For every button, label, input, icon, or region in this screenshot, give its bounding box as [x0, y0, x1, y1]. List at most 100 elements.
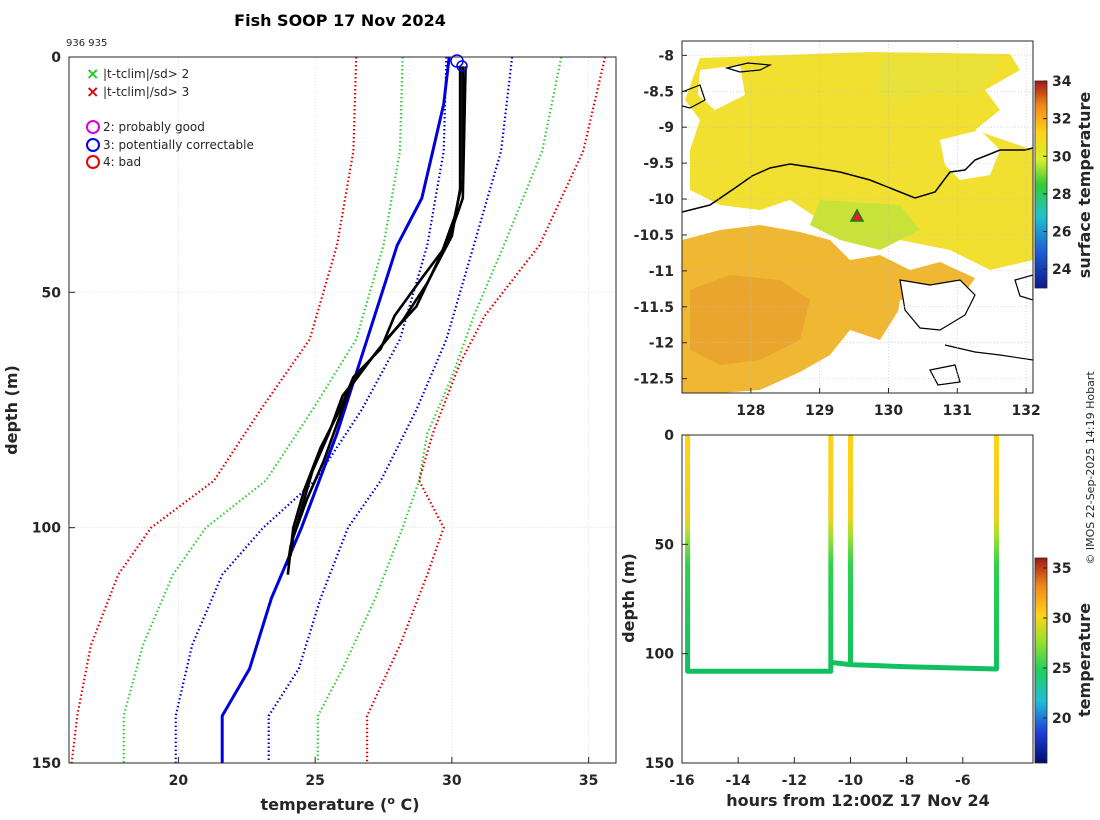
- coastline-island-1: [724, 62, 773, 73]
- timeseries-x-tick-label: -10: [838, 773, 864, 789]
- profile-y-tick-label: 100: [32, 521, 61, 537]
- profile-lines: [70, 57, 607, 763]
- sst-colorbar-tick-label: 28: [1052, 187, 1071, 203]
- legend-circle-blue: [86, 138, 100, 152]
- sst-patch-north: [685, 52, 1033, 270]
- timeseries-y-tick-label: 0: [664, 428, 674, 444]
- timeseries-plot-area: [682, 435, 1033, 763]
- profile-x-tick-label: 25: [305, 773, 324, 789]
- sst-field: [682, 41, 1033, 393]
- legend-circle-red: [86, 155, 100, 169]
- coastline-island-5: [1014, 274, 1033, 301]
- series-clim-1sd-high: [267, 57, 514, 763]
- sst-patch-north-2: [875, 58, 1000, 105]
- sst-colorbar: [1034, 80, 1048, 289]
- ship-position-marker: [849, 208, 865, 222]
- profile-ticks: 20 25 30 35 0 50 100 150: [32, 50, 599, 789]
- legend-label-2sd: |t-tclim|/sd> 2: [103, 67, 189, 81]
- series-clim-2sd-high: [316, 57, 563, 763]
- profile-x-tick-label: 30: [442, 773, 462, 789]
- temperature-colorbar: [1034, 557, 1048, 764]
- float-ids: 936 935: [66, 38, 107, 49]
- sst-colorbar-ticks: 24 26 28 30 32 34: [1043, 74, 1072, 278]
- timeseries-x-tick-label: -6: [955, 773, 971, 789]
- timeseries-panel: -16 -14 -12 -10 -8 -6 0 50 100 150 hours from 12:…: [619, 428, 1094, 810]
- temperature-colorbar-tick-label: 30: [1052, 611, 1072, 627]
- sst-colorbar-tick-label: 34: [1052, 74, 1072, 90]
- temperature-colorbar-label: temperature: [1075, 603, 1094, 717]
- coastline-island-2: [899, 279, 976, 331]
- timeseries-frame: [681, 434, 1034, 764]
- profile-y-tick-label: 50: [42, 285, 62, 301]
- timeseries-x-tick-label: -16: [669, 773, 694, 789]
- timeseries-x-tick-label: -8: [899, 773, 915, 789]
- coastline-island-3: [929, 364, 961, 386]
- profile-x-label: temperature (o C): [260, 794, 419, 814]
- map-y-tick-label: -8.5: [643, 84, 674, 100]
- timeseries-track: [685, 435, 999, 674]
- profile-y-label: depth (m): [2, 365, 21, 455]
- profile-panel: 20 25 30 35 0 50 100 150 temperature (o C) dept…: [2, 50, 617, 814]
- sst-hole-2: [698, 65, 745, 110]
- legend-label-3sd: |t-tclim|/sd> 3: [103, 85, 189, 99]
- legend: × |t-tclim|/sd> 2 × |t-tclim|/sd> 3 2: p…: [86, 64, 254, 169]
- profile-y-tick-label: 0: [51, 50, 61, 66]
- profile-y-tick-label: 150: [32, 756, 61, 772]
- map-x-tick-label: 128: [736, 403, 765, 419]
- map-y-tick-label: -12: [649, 336, 674, 352]
- timeseries-y-tick-label: 50: [655, 537, 675, 553]
- map-y-tick-label: -8: [658, 48, 674, 64]
- sst-colorbar-tick-label: 24: [1052, 262, 1072, 278]
- profile-x-tick-label: 35: [579, 773, 598, 789]
- map-x-tick-label: 129: [805, 403, 834, 419]
- sst-patch-south-deep: [690, 275, 810, 365]
- map-x-tick-label: 130: [874, 403, 903, 419]
- temperature-colorbar-tick-label: 35: [1052, 561, 1071, 577]
- map-y-tick-label: -10.5: [634, 228, 674, 244]
- map-ticks: 128 129 130 131 132 -8 -8.5 -9 -9.5 -10 -10.5 -11 -1…: [634, 48, 1041, 419]
- temperature-colorbar-tick-label: 25: [1052, 661, 1071, 677]
- map-y-tick-label: -11: [649, 264, 674, 280]
- timeseries-y-tick-label: 150: [645, 756, 674, 772]
- timeseries-x-label: hours from 12:00Z 17 Nov 24: [726, 791, 989, 810]
- map-y-tick-label: -9.5: [643, 156, 674, 172]
- legend-label-correctable: 3: potentially correctable: [103, 138, 254, 152]
- map-y-tick-label: -12.5: [634, 372, 674, 388]
- copyright-footer: © IMOS 22-Sep-2025 14:19 Hobart: [1084, 371, 1097, 565]
- profile-frame: [68, 56, 617, 764]
- legend-label-bad: 4: bad: [103, 155, 141, 169]
- sst-colorbar-label: surface temperature: [1075, 92, 1094, 279]
- timeseries-ticks: -16 -14 -12 -10 -8 -6 0 50 100 150: [645, 428, 971, 789]
- map-frame: [681, 40, 1034, 394]
- map-panel: 128 129 130 131 132 -8 -8.5 -9 -9.5 -10 -10.5 -11 -1…: [634, 40, 1094, 419]
- figure-title: Fish SOOP 17 Nov 2024: [234, 11, 446, 30]
- legend-symbol-x-green: ×: [86, 64, 99, 83]
- temperature-colorbar-tick-label: 20: [1052, 711, 1072, 727]
- coastline-south: [944, 344, 1033, 361]
- map-y-tick-label: -10: [649, 192, 675, 208]
- timeseries-y-label: depth (m): [619, 553, 638, 643]
- legend-circle-magenta: [86, 120, 100, 134]
- map-y-tick-label: -9: [658, 120, 674, 136]
- sst-patch-green: [810, 200, 920, 250]
- series-profile-3: [286, 66, 467, 575]
- coastline-island-4: [682, 84, 706, 109]
- temperature-colorbar-ticks: 20 25 30 35: [1043, 561, 1072, 727]
- sst-colorbar-tick-label: 30: [1052, 149, 1072, 165]
- timeseries-x-tick-label: -14: [726, 773, 752, 789]
- coastline-north: [682, 147, 1033, 213]
- sst-colorbar-tick-label: 32: [1052, 112, 1071, 128]
- map-x-tick-label: 131: [943, 403, 972, 419]
- legend-label-probably-good: 2: probably good: [103, 120, 205, 134]
- profile-x-tick-label: 20: [169, 773, 189, 789]
- map-y-tick-label: -11.5: [634, 300, 674, 316]
- temperature-track: [685, 435, 999, 674]
- sst-colorbar-tick-label: 26: [1052, 225, 1071, 241]
- map-x-tick-label: 132: [1012, 403, 1041, 419]
- legend-symbol-x-red: ×: [86, 82, 99, 101]
- timeseries-y-tick-label: 100: [645, 647, 674, 663]
- sst-hole-1: [940, 130, 1000, 180]
- flag-marker-potentially-correctable-2: [456, 60, 468, 72]
- timeseries-x-tick-label: -12: [782, 773, 807, 789]
